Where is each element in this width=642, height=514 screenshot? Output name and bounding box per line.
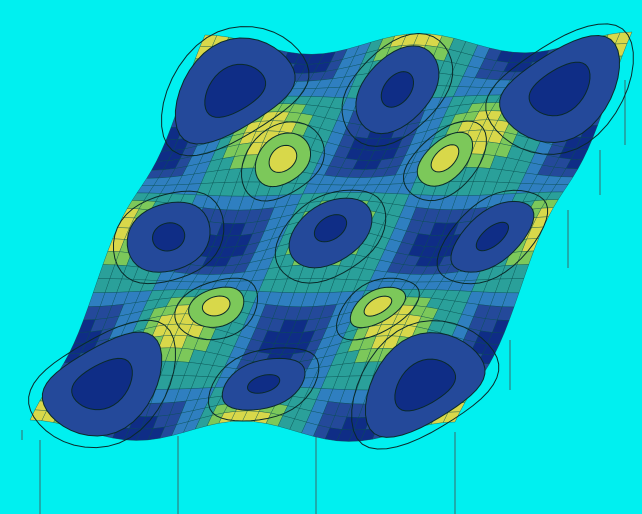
well-core — [380, 71, 414, 108]
well-contour-outer — [274, 189, 387, 284]
peak-contour-outer — [403, 120, 487, 202]
well-contour-outer — [485, 23, 634, 155]
peak-contour-outer — [174, 277, 259, 341]
well-core — [204, 63, 267, 118]
peak-contour-outer — [336, 277, 420, 341]
well-core — [528, 61, 591, 117]
well-core — [71, 357, 133, 411]
peak-core — [430, 144, 460, 173]
peak-core — [268, 144, 298, 173]
well-core — [475, 221, 509, 252]
potential-peaks — [188, 131, 474, 329]
well-contour-outer — [436, 189, 549, 285]
well-contour-outer — [113, 190, 225, 285]
peak-contour-outer — [241, 121, 325, 202]
well-contour-outer — [351, 320, 500, 450]
drop-lines — [21, 80, 626, 514]
potential-wells — [71, 61, 591, 412]
surface-cell — [442, 411, 461, 423]
well-core — [152, 222, 186, 252]
well-contour-outer — [341, 32, 454, 147]
well-contour-outer — [161, 26, 310, 157]
well-core — [394, 358, 457, 412]
well-core — [313, 214, 348, 243]
well-contour-outer — [208, 347, 320, 422]
well-contour-outer — [28, 319, 176, 449]
peak-core — [363, 295, 393, 317]
peak-core — [201, 295, 231, 317]
well-core — [247, 374, 281, 394]
